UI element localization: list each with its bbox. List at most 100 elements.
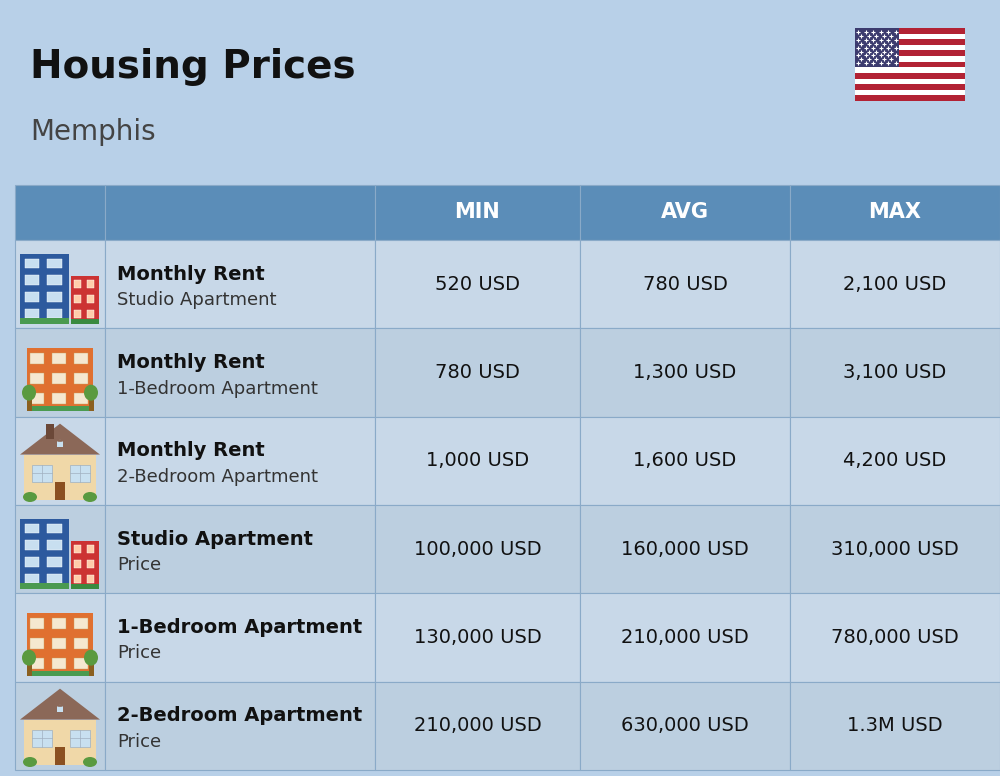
Bar (52, 638, 66, 649)
Text: Memphis: Memphis (30, 118, 156, 146)
Bar (15, 417, 105, 505)
Bar (30, 373, 44, 384)
Bar (74, 393, 88, 404)
Bar (375, 681, 580, 770)
Bar (20, 518, 69, 589)
Text: 310,000 USD: 310,000 USD (831, 539, 959, 559)
Bar (47, 573, 62, 584)
Bar (87, 545, 94, 553)
Bar (74, 373, 88, 384)
Bar (57, 438, 63, 447)
Bar (375, 417, 580, 505)
Text: 210,000 USD: 210,000 USD (414, 716, 541, 736)
Bar (15, 328, 105, 417)
Bar (790, 240, 1000, 328)
Text: 2-Bedroom Apartment: 2-Bedroom Apartment (117, 706, 362, 726)
Bar (580, 185, 790, 240)
Ellipse shape (23, 492, 37, 502)
Bar (105, 185, 375, 240)
Text: Monthly Rent: Monthly Rent (117, 442, 265, 460)
Bar (790, 328, 1000, 417)
Bar (15, 505, 105, 594)
Bar (855, 56, 965, 62)
Text: 780 USD: 780 USD (643, 275, 727, 293)
Bar (580, 594, 790, 681)
Text: 130,000 USD: 130,000 USD (414, 628, 541, 647)
Bar (89, 663, 94, 676)
Bar (25, 573, 39, 584)
Bar (27, 399, 32, 411)
Bar (87, 310, 94, 318)
Bar (855, 40, 965, 45)
Bar (74, 545, 81, 553)
Text: 210,000 USD: 210,000 USD (621, 628, 749, 647)
Bar (27, 663, 32, 676)
Bar (52, 353, 66, 364)
Bar (47, 557, 62, 566)
Ellipse shape (23, 757, 37, 767)
Bar (580, 681, 790, 770)
Bar (55, 747, 65, 765)
Bar (54, 701, 66, 712)
Bar (375, 505, 580, 594)
Bar (790, 185, 1000, 240)
Bar (790, 417, 1000, 505)
Bar (32, 465, 52, 482)
Text: Studio Apartment: Studio Apartment (117, 530, 313, 549)
Text: Price: Price (117, 733, 161, 751)
Text: AVG: AVG (661, 203, 709, 223)
Text: 1,000 USD: 1,000 USD (426, 452, 529, 470)
Bar (25, 540, 39, 550)
Ellipse shape (22, 385, 36, 400)
Bar (30, 618, 44, 629)
Bar (87, 575, 94, 584)
Bar (15, 594, 105, 681)
Text: Price: Price (117, 645, 161, 663)
Bar (25, 309, 39, 318)
Bar (52, 658, 66, 669)
Bar (25, 292, 39, 302)
Bar (25, 524, 39, 533)
Bar (74, 618, 88, 629)
Bar (47, 292, 62, 302)
Text: MAX: MAX (868, 203, 922, 223)
Bar (855, 28, 965, 33)
Bar (375, 328, 580, 417)
Bar (27, 670, 93, 676)
Text: 630,000 USD: 630,000 USD (621, 716, 749, 736)
Bar (25, 258, 39, 268)
Bar (52, 373, 66, 384)
Bar (32, 729, 52, 747)
Bar (580, 505, 790, 594)
Bar (30, 353, 44, 364)
Bar (55, 482, 65, 500)
Bar (855, 73, 965, 78)
Text: 2-Bedroom Apartment: 2-Bedroom Apartment (117, 468, 318, 486)
Bar (70, 465, 90, 482)
Bar (790, 505, 1000, 594)
Ellipse shape (84, 385, 98, 400)
Bar (74, 575, 81, 584)
Bar (74, 353, 88, 364)
Bar (57, 704, 63, 712)
Bar (580, 328, 790, 417)
Bar (375, 594, 580, 681)
Bar (24, 455, 96, 500)
Bar (52, 393, 66, 404)
Bar (105, 594, 375, 681)
Bar (87, 280, 94, 288)
Text: Price: Price (117, 556, 161, 574)
Text: 1,300 USD: 1,300 USD (633, 363, 737, 382)
Polygon shape (20, 424, 100, 455)
Bar (24, 719, 96, 765)
Bar (20, 584, 69, 589)
Bar (855, 50, 965, 56)
Text: Monthly Rent: Monthly Rent (117, 265, 265, 284)
Text: 520 USD: 520 USD (435, 275, 520, 293)
Bar (74, 280, 81, 288)
Bar (855, 90, 965, 95)
Bar (52, 618, 66, 629)
Bar (855, 68, 965, 73)
Bar (790, 681, 1000, 770)
Bar (15, 681, 105, 770)
